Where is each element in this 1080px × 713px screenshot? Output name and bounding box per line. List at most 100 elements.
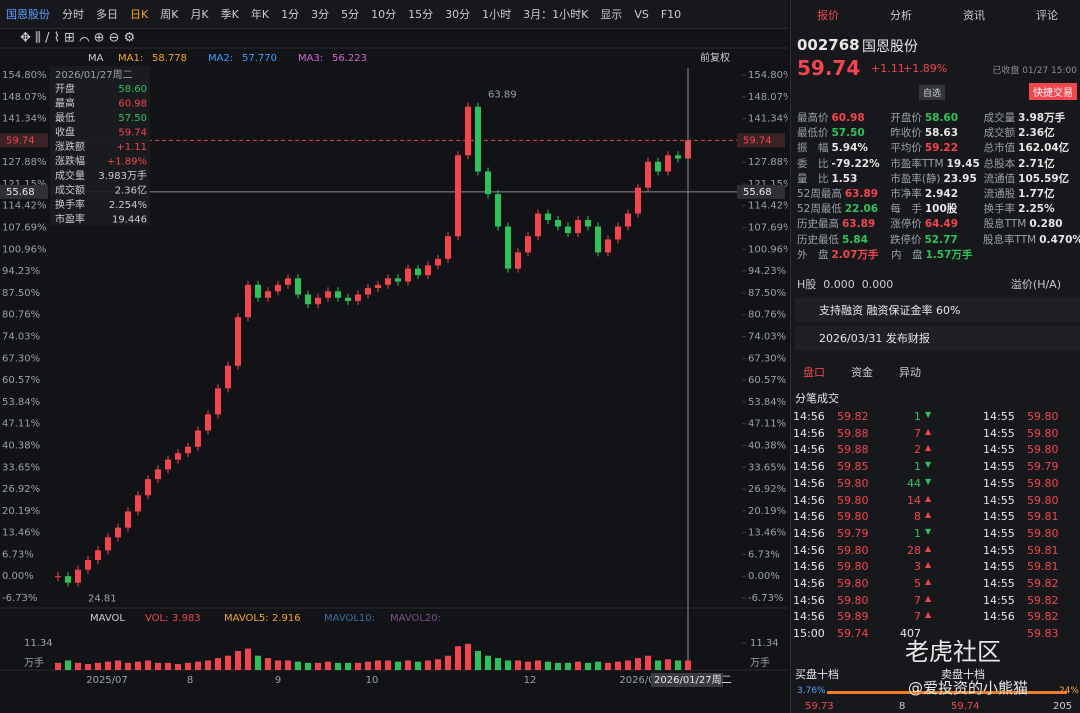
- info-label: 换手率: [55, 198, 85, 211]
- panel-tab[interactable]: 评论: [1036, 9, 1058, 22]
- watermark-brand: 老虎社区: [905, 638, 1001, 666]
- toolbar-icons[interactable]: ✥ ⫼ ∕ ⌇ ⊞ ⌒ ⊕ ⊖ ⚙: [20, 31, 135, 46]
- trade-btn[interactable]: 快捷交易: [1029, 83, 1077, 100]
- toolbar-item[interactable]: 日K: [130, 8, 149, 21]
- stats-row: 量 比 1.53 市盈率(静) 23.95 流通值 105.59亿: [797, 171, 1077, 186]
- toolbar-item[interactable]: 季K: [220, 8, 239, 21]
- toolbar-item[interactable]: 1分: [281, 8, 300, 21]
- volume-bar: [225, 655, 231, 670]
- info-value: +1.11: [116, 142, 147, 153]
- stat: 跌停价 52.77: [890, 232, 983, 247]
- candle: [295, 278, 301, 295]
- volume-bar: [515, 660, 521, 670]
- candle: [455, 155, 461, 237]
- toolbar-item[interactable]: 分时: [62, 8, 84, 21]
- ma-value: 57.770: [242, 53, 277, 64]
- y-tick-label: 80.76%: [748, 310, 786, 321]
- toolbar-item[interactable]: 月K: [190, 8, 209, 21]
- trade-time: 14:56: [983, 610, 1015, 624]
- trade-vol: 8: [914, 510, 921, 524]
- toolbar-item[interactable]: VS: [634, 7, 649, 21]
- toolbar-item[interactable]: 国恩股份: [6, 8, 50, 21]
- toolbar-item[interactable]: 3分: [311, 8, 330, 21]
- toolbar-item[interactable]: 3月：1小时K: [523, 8, 589, 21]
- trade-price: 59.80: [1027, 493, 1059, 507]
- toolbar-item[interactable]: 30分: [445, 8, 471, 21]
- candle: [315, 297, 321, 305]
- y-tick-label: 87.50%: [2, 288, 40, 299]
- watch-btn[interactable]: 自选: [919, 85, 946, 100]
- volume-bar: [665, 659, 671, 670]
- subtab[interactable]: 资金: [851, 366, 873, 379]
- toolbar-item[interactable]: F10: [660, 7, 682, 21]
- panel-tab[interactable]: 资讯: [963, 9, 985, 22]
- y-tick-label: 53.84%: [748, 397, 786, 408]
- volume-bar: [485, 655, 491, 670]
- stat-value: 64.49: [924, 218, 959, 231]
- trade-time: 14:56: [793, 610, 825, 624]
- y-tick-label: 107.69%: [748, 223, 788, 234]
- vol-tick-label: 11.34: [750, 638, 779, 649]
- panel-tab[interactable]: 分析: [890, 9, 912, 22]
- candle: [435, 258, 441, 266]
- ask: 59.74: [951, 701, 980, 712]
- trade-vol: 28: [907, 543, 921, 557]
- y-tick-label: 20.19%: [748, 506, 786, 517]
- y-tick-label: 67.30%: [748, 353, 786, 364]
- volume-bar: [615, 661, 621, 670]
- stat: 成交量 3.98万手: [984, 110, 1077, 125]
- price-tag-label: 55.68: [6, 187, 35, 198]
- candle: [115, 527, 121, 538]
- candle: [325, 291, 331, 298]
- toolbar-item[interactable]: 15分: [408, 8, 434, 21]
- candle: [125, 511, 131, 528]
- candle: [385, 278, 391, 285]
- stat: 振 幅 5.94%: [797, 140, 890, 155]
- toolbar-item[interactable]: 1小时: [482, 8, 512, 21]
- subtab[interactable]: 异动: [899, 366, 921, 379]
- toolbar-item[interactable]: 年K: [250, 8, 270, 21]
- stat-label: 52周最低: [797, 203, 842, 216]
- toolbar-item[interactable]: 10分: [371, 8, 397, 21]
- ma-name: MA2:: [208, 53, 233, 64]
- y-tick-label: 74.03%: [2, 332, 40, 343]
- toolbar-item[interactable]: 显示: [600, 8, 623, 21]
- vol-name: VOL:: [145, 613, 168, 624]
- buy-pct: 3.76%: [797, 686, 826, 696]
- info-label: 最低: [55, 111, 75, 124]
- premium: 溢价(H/A): [1010, 278, 1061, 291]
- candle: [675, 155, 681, 159]
- toolbar-item[interactable]: 5分: [341, 8, 360, 21]
- stat-value: 58.60: [924, 112, 959, 125]
- volume-bar: [145, 660, 151, 670]
- toolbar-item[interactable]: 多日: [96, 8, 118, 21]
- candle: [95, 550, 101, 561]
- volume-bar: [55, 662, 61, 670]
- indicator[interactable]: MA: [88, 53, 104, 64]
- stats-row: 振 幅 5.94% 平均价 59.22 总市值 162.04亿: [797, 140, 1077, 155]
- stat: 总市值 162.04亿: [984, 140, 1077, 155]
- stats-row: 最高价 60.98 开盘价 58.60 成交量 3.98万手: [797, 110, 1077, 125]
- y-tick-label: 40.38%: [748, 440, 786, 451]
- trade-arrow: ▲: [925, 593, 932, 603]
- y-tick-label: 20.19%: [2, 506, 40, 517]
- stat: 52周最低 22.06: [797, 201, 890, 216]
- candle: [525, 236, 531, 253]
- trade-vol: 2: [914, 443, 921, 457]
- trade-price: 59.80: [837, 577, 869, 590]
- candle: [145, 479, 151, 496]
- adjust[interactable]: 前复权: [700, 51, 730, 64]
- stat-value: 63.89: [844, 188, 879, 201]
- trade-arrow: ▼: [925, 460, 932, 470]
- y-tick-label: 60.57%: [2, 375, 40, 386]
- panel-tab[interactable]: 报价: [817, 9, 839, 22]
- volume-bar: [535, 660, 541, 670]
- subtab[interactable]: 盘口: [803, 366, 825, 379]
- ma-name: MA1:: [118, 53, 143, 64]
- info-label: 开盘: [55, 82, 75, 95]
- trade-time: 14:55: [983, 460, 1015, 474]
- volume-bar: [465, 643, 471, 670]
- trade-time: 14:56: [793, 577, 825, 590]
- toolbar-item[interactable]: 周K: [160, 8, 179, 21]
- volume-bar: [555, 662, 561, 670]
